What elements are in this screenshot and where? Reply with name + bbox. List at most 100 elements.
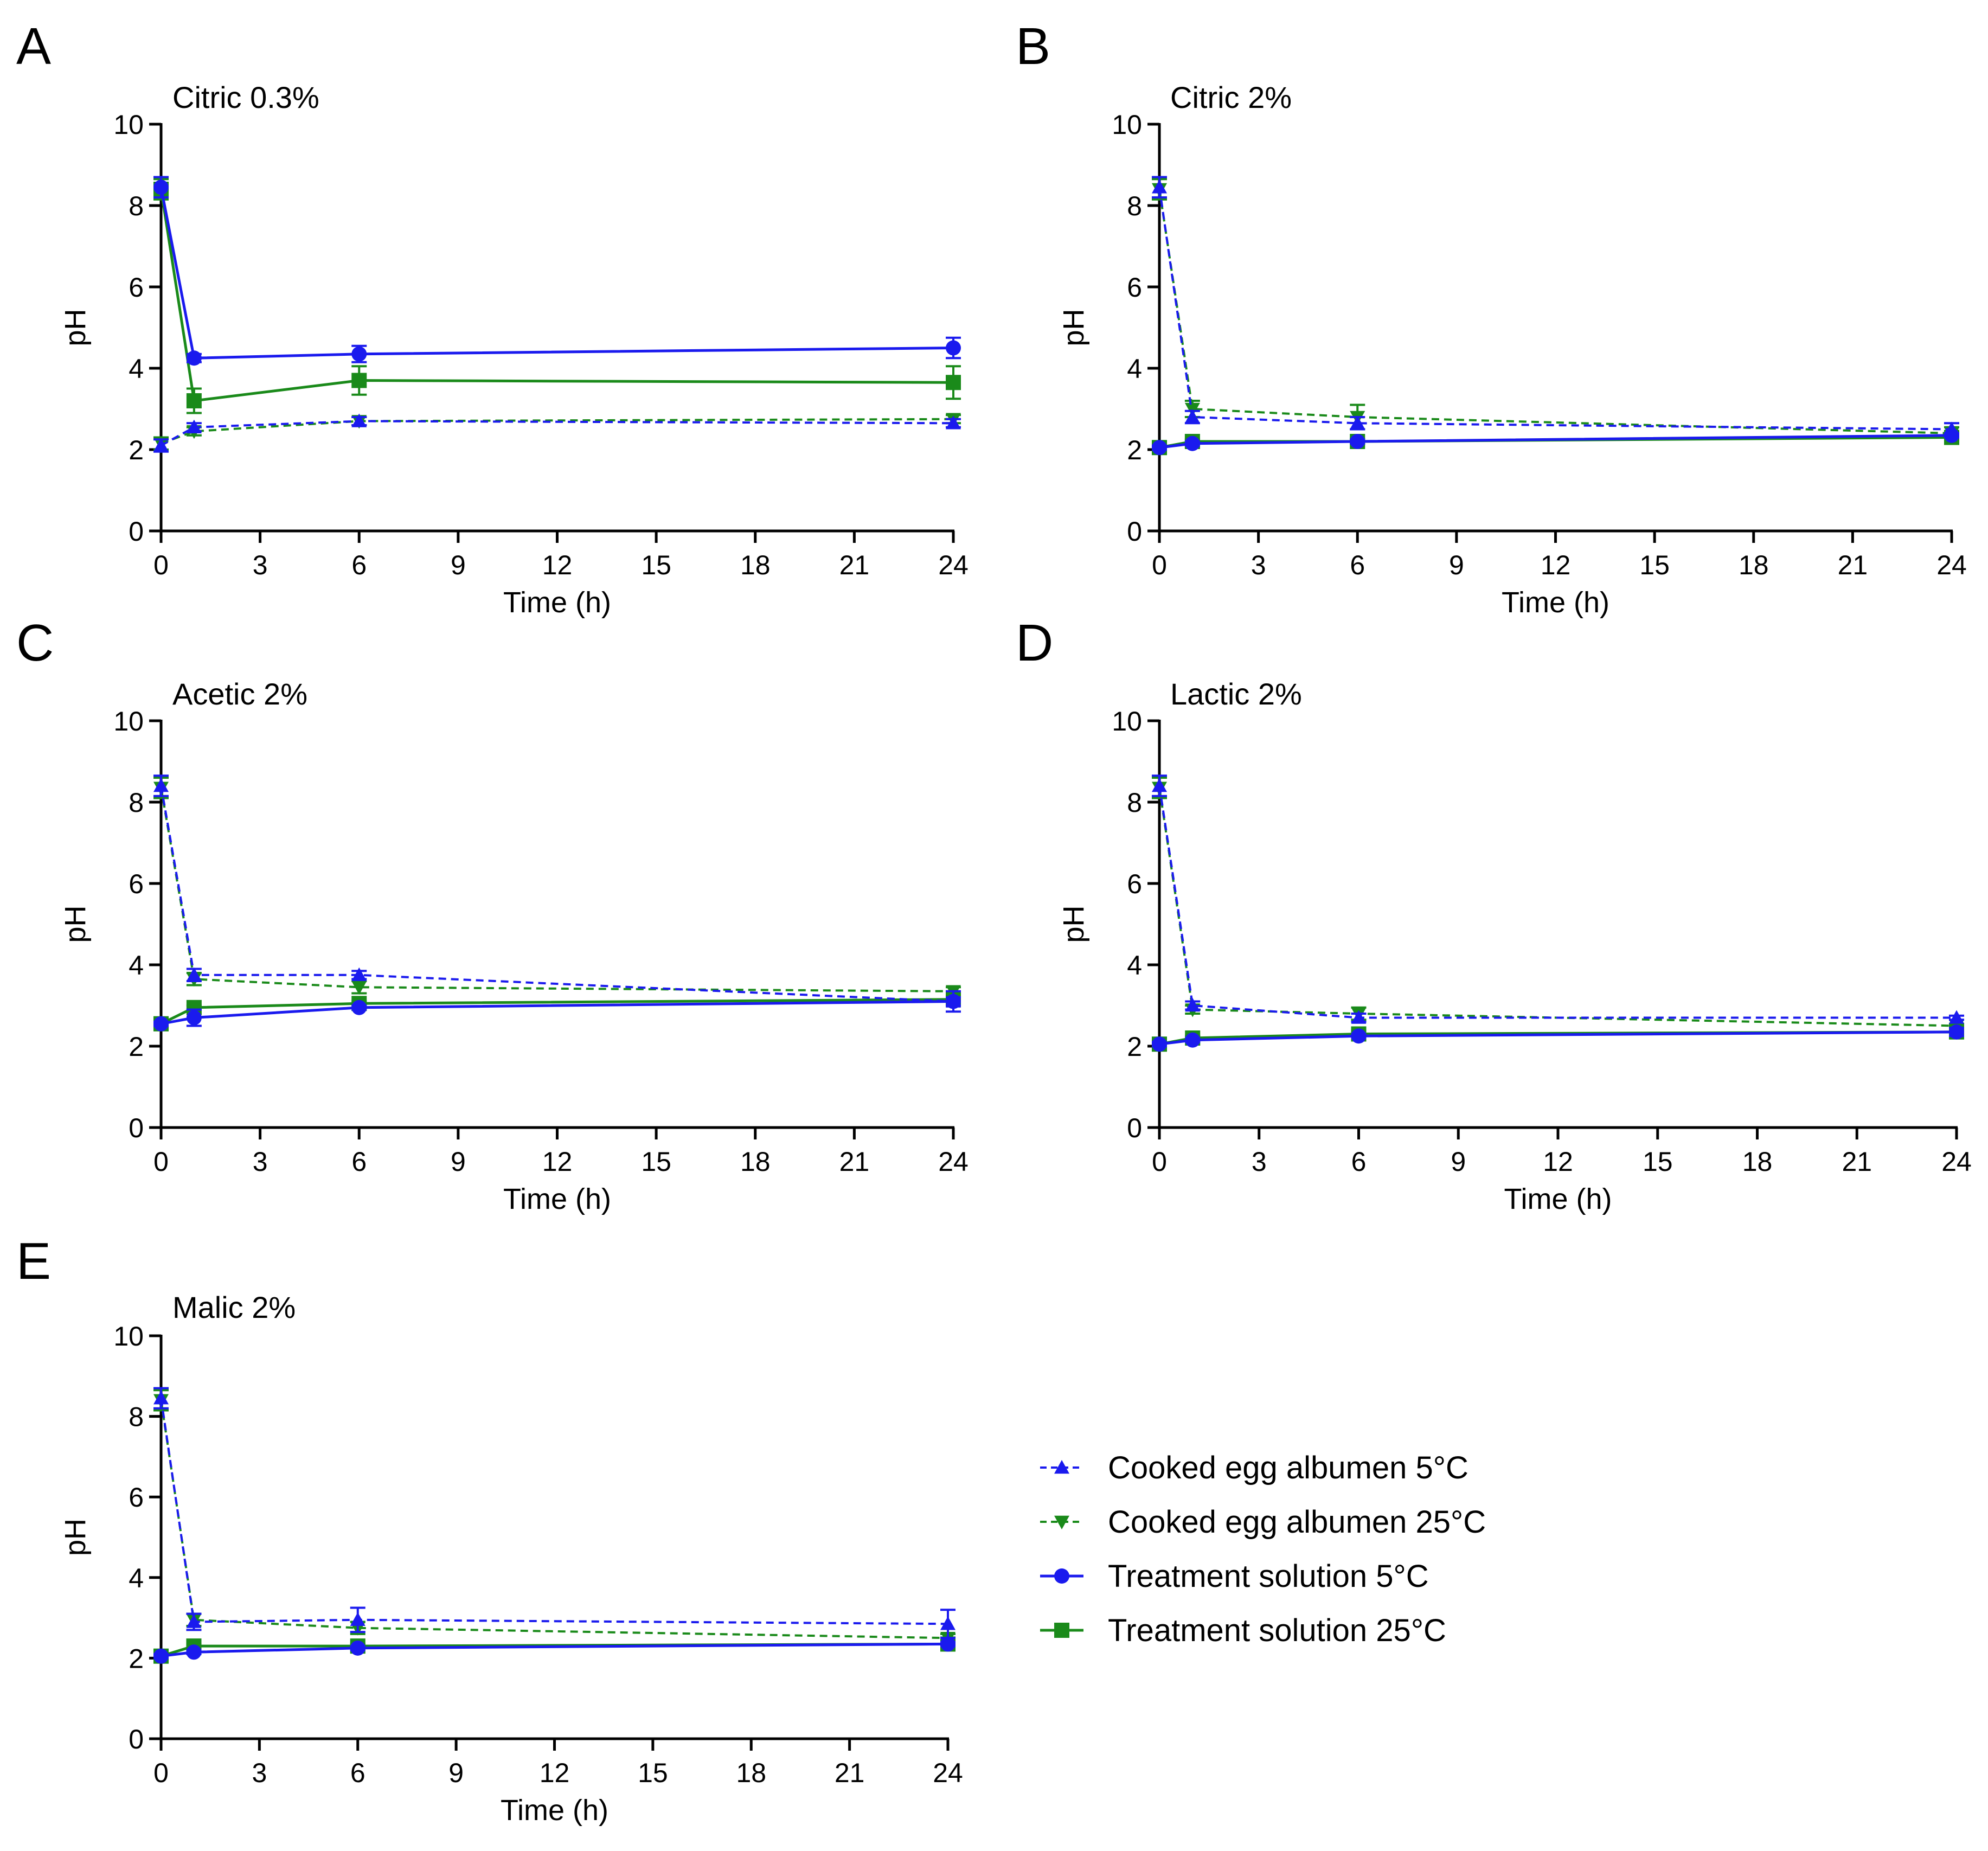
data-point — [350, 1612, 365, 1626]
x-tick-label: 3 — [252, 1758, 267, 1788]
x-tick-label: 12 — [1541, 550, 1571, 580]
x-tick-label: 15 — [1643, 1147, 1673, 1177]
y-axis-label: pH — [59, 1519, 92, 1556]
series-line — [1158, 187, 1952, 431]
y-tick-label: 8 — [129, 1402, 144, 1432]
series-line — [159, 189, 954, 402]
data-point — [351, 373, 367, 388]
data-point — [351, 967, 367, 981]
y-tick-label: 8 — [1127, 191, 1142, 221]
series-3 — [153, 1636, 955, 1664]
y-tick-label: 6 — [129, 1482, 144, 1513]
x-tick-label: 0 — [153, 550, 169, 580]
x-tick-label: 12 — [540, 1758, 570, 1788]
legend-marker — [1054, 1460, 1069, 1474]
data-point — [153, 1648, 169, 1664]
x-tick-label: 6 — [351, 550, 367, 580]
panel-letter: D — [1016, 614, 1053, 672]
series-line — [160, 998, 954, 1026]
data-point — [1184, 435, 1200, 451]
series-3 — [1152, 1024, 1964, 1052]
data-point — [1185, 1032, 1201, 1048]
data-point — [1949, 1010, 1964, 1024]
y-tick-label: 2 — [129, 1032, 144, 1062]
x-tick-label: 3 — [1251, 550, 1266, 580]
y-tick-label: 8 — [1127, 787, 1142, 818]
data-point — [1152, 1036, 1167, 1052]
series-1 — [153, 413, 961, 453]
y-tick-label: 2 — [1127, 435, 1142, 465]
data-point — [1944, 427, 1959, 443]
y-tick-label: 10 — [1112, 706, 1142, 736]
x-tick-label: 9 — [1451, 1147, 1466, 1177]
x-tick-label: 21 — [839, 550, 870, 580]
y-tick-label: 2 — [129, 435, 144, 465]
series-line — [1158, 189, 1952, 434]
y-tick-label: 6 — [129, 272, 144, 303]
panel-letter: A — [16, 17, 51, 75]
x-tick-label: 21 — [1842, 1147, 1872, 1177]
x-tick-label: 24 — [938, 1147, 969, 1177]
data-point — [946, 375, 961, 390]
data-point — [940, 1616, 955, 1630]
x-tick-label: 21 — [835, 1758, 865, 1788]
y-axis-label: pH — [1057, 309, 1090, 346]
data-point — [1350, 415, 1365, 430]
data-point — [351, 346, 367, 362]
legend-label: Treatment solution 5°C — [1108, 1559, 1429, 1594]
data-point — [186, 1614, 202, 1628]
data-point — [350, 1640, 365, 1656]
x-tick-label: 3 — [1252, 1147, 1267, 1177]
y-tick-label: 4 — [129, 1563, 144, 1593]
legend-item: Cooked egg albumen 5°C — [1040, 1450, 1468, 1485]
x-tick-label: 18 — [1739, 550, 1769, 580]
x-tick-label: 6 — [350, 1758, 365, 1788]
data-point — [186, 967, 202, 981]
data-point — [153, 1016, 169, 1032]
series-1 — [1152, 774, 1964, 1024]
data-point — [153, 1391, 169, 1405]
x-tick-label: 24 — [1941, 1147, 1972, 1177]
x-tick-label: 3 — [253, 550, 268, 580]
series-line — [160, 785, 954, 1003]
y-tick-label: 4 — [1127, 354, 1142, 384]
x-tick-label: 9 — [448, 1758, 464, 1788]
y-axis-label: pH — [59, 905, 92, 943]
data-point — [351, 413, 367, 427]
x-tick-label: 18 — [740, 550, 771, 580]
x-tick-label: 15 — [1639, 550, 1670, 580]
y-tick-label: 2 — [129, 1643, 144, 1674]
x-tick-label: 12 — [1543, 1147, 1573, 1177]
y-tick-label: 6 — [1127, 272, 1142, 303]
x-tick-label: 6 — [351, 1147, 367, 1177]
x-tick-label: 24 — [938, 550, 969, 580]
x-axis-label: Time (h) — [503, 586, 611, 619]
x-tick-label: 24 — [933, 1758, 963, 1788]
x-tick-label: 0 — [153, 1147, 169, 1177]
x-axis-label: Time (h) — [1502, 586, 1609, 619]
series-line — [1158, 785, 1957, 1019]
chart-title: Lactic 2% — [1170, 677, 1302, 711]
panel-letter: C — [16, 614, 54, 672]
data-point — [351, 981, 367, 995]
series-line — [1159, 1030, 1957, 1046]
data-point — [186, 393, 202, 408]
x-tick-label: 6 — [1350, 550, 1365, 580]
x-tick-label: 9 — [451, 1147, 466, 1177]
x-tick-label: 0 — [153, 1758, 169, 1788]
series-line — [161, 1642, 948, 1658]
x-axis-label: Time (h) — [501, 1794, 608, 1827]
y-tick-label: 4 — [129, 950, 144, 981]
y-tick-label: 10 — [113, 110, 144, 140]
x-tick-label: 0 — [1152, 1147, 1167, 1177]
y-axis-label: pH — [1057, 905, 1090, 943]
series-line — [160, 1398, 948, 1625]
x-tick-label: 12 — [542, 550, 573, 580]
data-point — [1351, 1028, 1367, 1044]
data-point — [186, 419, 202, 433]
